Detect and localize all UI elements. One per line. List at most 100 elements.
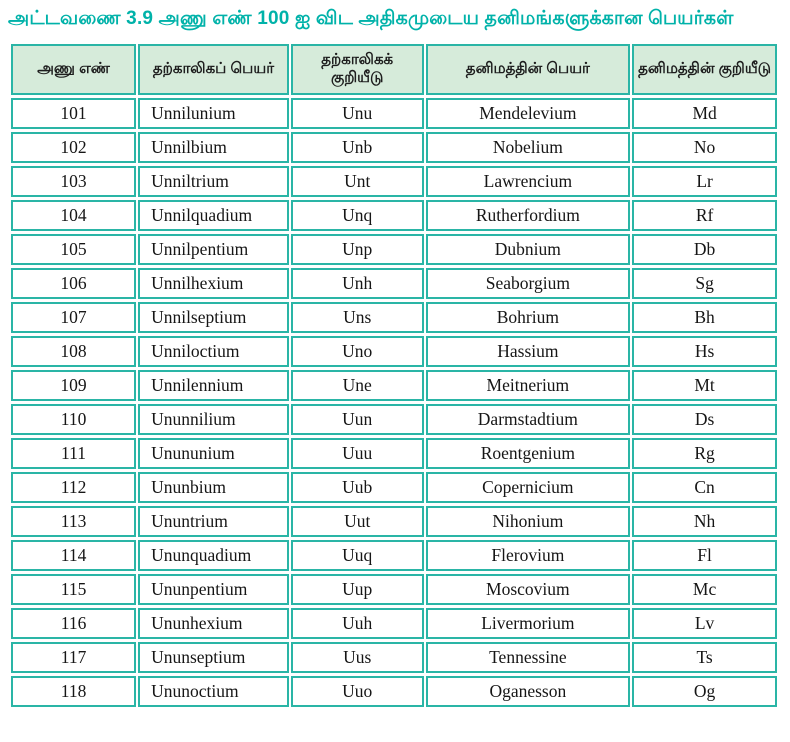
temporary-symbol-cell: Unp (290, 234, 424, 266)
temporary-name-cell: Ununtrium (138, 506, 289, 538)
temporary-name-cell: Unnilquadium (138, 200, 289, 232)
temporary-symbol-cell: Uns (290, 302, 424, 334)
element-symbol-cell: Nh (632, 506, 777, 538)
element-symbol-cell: Cn (632, 472, 777, 504)
element-name-cell: Livermorium (425, 608, 631, 640)
atomic-number-cell: 101 (11, 98, 137, 130)
table-row: 112 Ununbium Uub Copernicium Cn (11, 472, 777, 504)
atomic-number-cell: 107 (11, 302, 137, 334)
temporary-name-cell: Unnilunium (138, 98, 289, 130)
table-row: 114 Ununquadium Uuq Flerovium Fl (11, 540, 777, 572)
element-name-cell: Copernicium (425, 472, 631, 504)
element-symbol-cell: Bh (632, 302, 777, 334)
temporary-name-cell: Ununhexium (138, 608, 289, 640)
element-name-cell: Darmstadtium (425, 404, 631, 436)
element-symbol-cell: Rg (632, 438, 777, 470)
atomic-number-cell: 111 (11, 438, 137, 470)
temporary-name-cell: Unnilpentium (138, 234, 289, 266)
col-header-element-symbol: தனிமத்தின் குறியீடு (632, 43, 777, 96)
element-symbol-cell: Md (632, 98, 777, 130)
element-symbol-cell: Lv (632, 608, 777, 640)
table-row: 102 Unnilbium Unb Nobelium No (11, 132, 777, 164)
col-header-temporary-name: தற்காலிகப் பெயர் (138, 43, 289, 96)
element-symbol-cell: Sg (632, 268, 777, 300)
atomic-number-cell: 102 (11, 132, 137, 164)
element-symbol-cell: Hs (632, 336, 777, 368)
temporary-name-cell: Unnilseptium (138, 302, 289, 334)
element-name-cell: Dubnium (425, 234, 631, 266)
page: அட்டவணை 3.9 அணு எண் 100 ஐ விட அதிகமுடைய … (8, 8, 779, 711)
element-symbol-cell: Mc (632, 574, 777, 606)
element-name-cell: Hassium (425, 336, 631, 368)
element-name-cell: Seaborgium (425, 268, 631, 300)
temporary-name-cell: Ununquadium (138, 540, 289, 572)
col-header-atomic-number: அணு எண் (11, 43, 137, 96)
table-row: 101 Unnilunium Unu Mendelevium Md (11, 98, 777, 130)
table-row: 115 Ununpentium Uup Moscovium Mc (11, 574, 777, 606)
temporary-symbol-cell: Uuq (290, 540, 424, 572)
temporary-symbol-cell: Uup (290, 574, 424, 606)
table-header: அணு எண் தற்காலிகப் பெயர் தற்காலிகக் குறி… (11, 43, 777, 96)
element-name-cell: Nihonium (425, 506, 631, 538)
table-row: 117 Ununseptium Uus Tennessine Ts (11, 642, 777, 674)
element-symbol-cell: Db (632, 234, 777, 266)
table-row: 108 Unniloctium Uno Hassium Hs (11, 336, 777, 368)
table-row: 103 Unniltrium Unt Lawrencium Lr (11, 166, 777, 198)
table-caption: அட்டவணை 3.9 அணு எண் 100 ஐ விட அதிகமுடைய … (8, 8, 734, 29)
header-row: அணு எண் தற்காலிகப் பெயர் தற்காலிகக் குறி… (11, 43, 777, 96)
temporary-symbol-cell: Uut (290, 506, 424, 538)
temporary-symbol-cell: Uuh (290, 608, 424, 640)
table-body: 101 Unnilunium Unu Mendelevium Md 102 Unnilbiu… (11, 98, 777, 708)
table-row: 116 Ununhexium Uuh Livermorium Lv (11, 608, 777, 640)
col-header-element-name: தனிமத்தின் பெயர் (425, 43, 631, 96)
col-header-temporary-symbol: தற்காலிகக் குறியீடு (290, 43, 424, 96)
element-name-cell: Moscovium (425, 574, 631, 606)
elements-table: அணு எண் தற்காலிகப் பெயர் தற்காலிகக் குறி… (9, 41, 779, 711)
temporary-symbol-cell: Unq (290, 200, 424, 232)
temporary-name-cell: Unnilhexium (138, 268, 289, 300)
atomic-number-cell: 109 (11, 370, 137, 402)
temporary-name-cell: Ununoctium (138, 676, 289, 708)
atomic-number-cell: 117 (11, 642, 137, 674)
element-name-cell: Nobelium (425, 132, 631, 164)
atomic-number-cell: 116 (11, 608, 137, 640)
temporary-symbol-cell: Uuo (290, 676, 424, 708)
table-row: 111 Unununium Uuu Roentgenium Rg (11, 438, 777, 470)
element-name-cell: Meitnerium (425, 370, 631, 402)
element-name-cell: Flerovium (425, 540, 631, 572)
temporary-name-cell: Unnilennium (138, 370, 289, 402)
atomic-number-cell: 110 (11, 404, 137, 436)
table-row: 109 Unnilennium Une Meitnerium Mt (11, 370, 777, 402)
table-row: 113 Ununtrium Uut Nihonium Nh (11, 506, 777, 538)
temporary-symbol-cell: Uno (290, 336, 424, 368)
table-row: 118 Ununoctium Uuo Oganesson Og (11, 676, 777, 708)
temporary-symbol-cell: Uub (290, 472, 424, 504)
temporary-name-cell: Unnilbium (138, 132, 289, 164)
temporary-name-cell: Ununseptium (138, 642, 289, 674)
table-row: 106 Unnilhexium Unh Seaborgium Sg (11, 268, 777, 300)
atomic-number-cell: 104 (11, 200, 137, 232)
table-row: 105 Unnilpentium Unp Dubnium Db (11, 234, 777, 266)
element-symbol-cell: Ds (632, 404, 777, 436)
element-symbol-cell: Lr (632, 166, 777, 198)
temporary-name-cell: Unununium (138, 438, 289, 470)
atomic-number-cell: 114 (11, 540, 137, 572)
table-row: 110 Ununnilium Uun Darmstadtium Ds (11, 404, 777, 436)
temporary-symbol-cell: Uus (290, 642, 424, 674)
atomic-number-cell: 115 (11, 574, 137, 606)
temporary-name-cell: Ununnilium (138, 404, 289, 436)
temporary-symbol-cell: Unu (290, 98, 424, 130)
temporary-name-cell: Ununbium (138, 472, 289, 504)
element-symbol-cell: Fl (632, 540, 777, 572)
table-row: 104 Unnilquadium Unq Rutherfordium Rf (11, 200, 777, 232)
element-symbol-cell: Mt (632, 370, 777, 402)
element-symbol-cell: Rf (632, 200, 777, 232)
temporary-symbol-cell: Une (290, 370, 424, 402)
table-row: 107 Unnilseptium Uns Bohrium Bh (11, 302, 777, 334)
element-name-cell: Mendelevium (425, 98, 631, 130)
temporary-symbol-cell: Unb (290, 132, 424, 164)
atomic-number-cell: 108 (11, 336, 137, 368)
element-name-cell: Rutherfordium (425, 200, 631, 232)
temporary-symbol-cell: Uun (290, 404, 424, 436)
element-name-cell: Oganesson (425, 676, 631, 708)
